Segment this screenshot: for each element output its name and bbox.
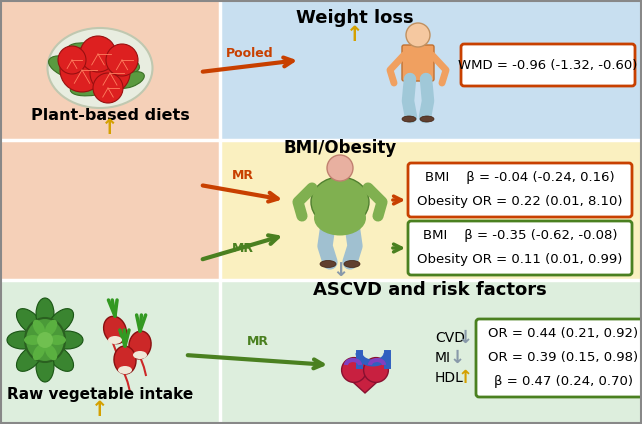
Ellipse shape (116, 72, 144, 88)
Text: WMD = -0.96 (-1.32, -0.60): WMD = -0.96 (-1.32, -0.60) (458, 59, 638, 72)
Ellipse shape (36, 350, 54, 382)
Text: ↑: ↑ (101, 118, 119, 138)
Ellipse shape (103, 316, 126, 344)
Text: BMI/Obesity: BMI/Obesity (283, 139, 397, 157)
Ellipse shape (118, 366, 132, 374)
Text: Weight loss: Weight loss (296, 9, 414, 27)
Ellipse shape (114, 346, 136, 374)
FancyBboxPatch shape (408, 163, 632, 217)
Text: MR: MR (247, 335, 269, 348)
Ellipse shape (49, 56, 91, 80)
Ellipse shape (25, 318, 65, 362)
Ellipse shape (33, 320, 45, 336)
Text: ASCVD and risk factors: ASCVD and risk factors (313, 281, 547, 299)
Ellipse shape (129, 331, 151, 359)
Ellipse shape (67, 43, 103, 57)
Text: MR: MR (232, 242, 254, 255)
Ellipse shape (420, 116, 434, 122)
Text: Pooled: Pooled (226, 47, 273, 60)
Circle shape (363, 357, 388, 382)
Ellipse shape (17, 346, 42, 371)
Circle shape (342, 357, 367, 382)
Bar (220, 0, 642, 140)
Ellipse shape (17, 309, 42, 335)
Ellipse shape (51, 331, 83, 349)
Ellipse shape (48, 346, 74, 371)
Ellipse shape (320, 260, 336, 268)
Text: ↑: ↑ (91, 400, 108, 420)
Circle shape (406, 23, 430, 47)
Text: OR = 0.44 (0.21, 0.92): OR = 0.44 (0.21, 0.92) (488, 327, 638, 340)
Text: Obesity OR = 0.11 (0.01, 0.99): Obesity OR = 0.11 (0.01, 0.99) (417, 254, 623, 267)
FancyBboxPatch shape (461, 44, 635, 86)
Text: ↓: ↓ (332, 260, 348, 279)
Circle shape (90, 53, 130, 93)
Ellipse shape (48, 309, 74, 335)
Ellipse shape (24, 335, 42, 345)
Bar (220, 140, 642, 280)
Bar (0, 0, 220, 140)
Text: MI: MI (435, 351, 451, 365)
Ellipse shape (45, 320, 57, 336)
Text: BMI    β = -0.35 (-0.62, -0.08): BMI β = -0.35 (-0.62, -0.08) (422, 229, 617, 243)
Text: BMI    β = -0.04 (-0.24, 0.16): BMI β = -0.04 (-0.24, 0.16) (425, 171, 615, 184)
Ellipse shape (48, 28, 153, 108)
Text: Obesity OR = 0.22 (0.01, 8.10): Obesity OR = 0.22 (0.01, 8.10) (417, 195, 623, 209)
FancyBboxPatch shape (402, 45, 434, 81)
Ellipse shape (314, 201, 366, 235)
Text: ↓: ↓ (458, 329, 473, 347)
Text: CVD: CVD (435, 331, 465, 345)
Circle shape (58, 46, 86, 74)
Text: OR = 0.39 (0.15, 0.98): OR = 0.39 (0.15, 0.98) (488, 351, 638, 365)
Ellipse shape (133, 351, 147, 359)
Text: ↑: ↑ (458, 369, 473, 387)
Circle shape (37, 332, 53, 348)
Ellipse shape (101, 53, 139, 73)
Ellipse shape (45, 344, 57, 360)
Ellipse shape (7, 331, 39, 349)
Circle shape (327, 155, 353, 181)
Circle shape (80, 36, 116, 72)
Bar (0, 140, 220, 280)
Text: ↓: ↓ (449, 349, 465, 367)
Text: Plant-based diets: Plant-based diets (31, 108, 189, 123)
Circle shape (106, 44, 138, 76)
Ellipse shape (48, 335, 66, 345)
Ellipse shape (33, 344, 45, 360)
Text: ↑: ↑ (346, 25, 364, 45)
Ellipse shape (36, 298, 54, 330)
Text: β = 0.47 (0.24, 0.70): β = 0.47 (0.24, 0.70) (494, 376, 632, 388)
Ellipse shape (108, 336, 122, 344)
FancyBboxPatch shape (408, 221, 632, 275)
Circle shape (60, 48, 104, 92)
Polygon shape (343, 373, 387, 393)
Ellipse shape (344, 260, 360, 268)
Bar (220, 280, 642, 424)
Ellipse shape (402, 116, 416, 122)
Ellipse shape (71, 76, 119, 96)
Text: HDL: HDL (435, 371, 464, 385)
Circle shape (93, 73, 123, 103)
Ellipse shape (311, 177, 369, 227)
Bar (0, 280, 220, 424)
Text: MR: MR (232, 169, 254, 182)
Text: Raw vegetable intake: Raw vegetable intake (7, 387, 193, 402)
FancyBboxPatch shape (476, 319, 642, 397)
